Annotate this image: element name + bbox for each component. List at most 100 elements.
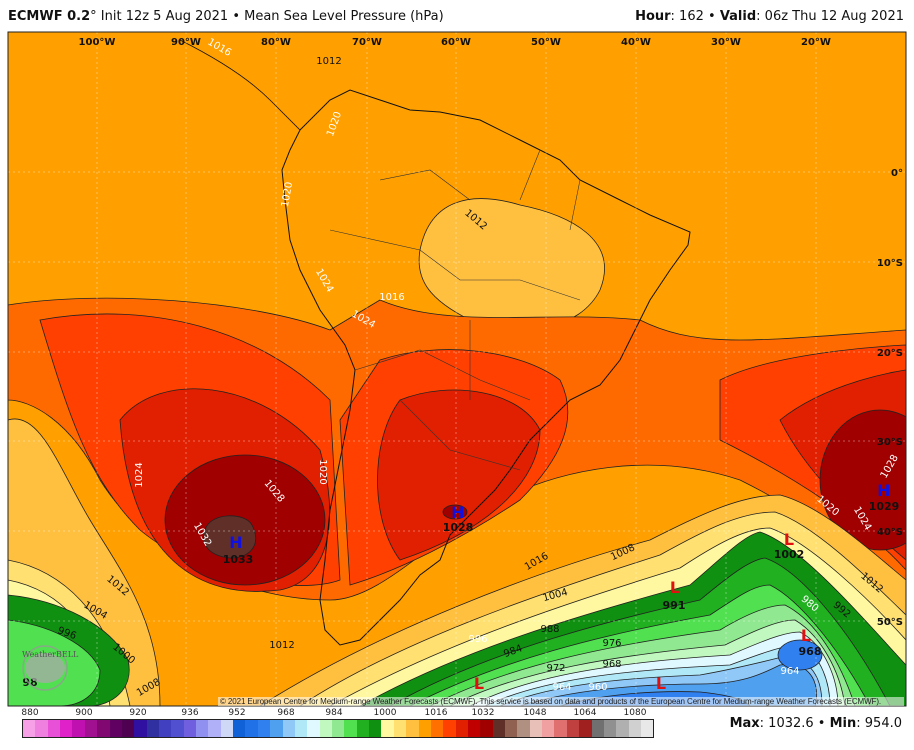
colorbar-cell: [208, 720, 221, 737]
contour-label: 1020: [280, 181, 295, 208]
colorbar-cell: [628, 720, 641, 737]
lon-label: 80°W: [261, 37, 291, 48]
lat-label: 10°S: [877, 258, 903, 269]
colorbar-cell: [146, 720, 159, 737]
colorbar-cell: [393, 720, 407, 737]
lon-label: 30°W: [711, 37, 741, 48]
colorbar-cell: [554, 720, 567, 737]
low-center-marker: L: [801, 626, 811, 645]
colorbar-cell: [245, 720, 258, 737]
colorbar-cell: [566, 720, 580, 737]
lon-label: 20°W: [801, 37, 831, 48]
map-title: ECMWF 0.2° Init 12z 5 Aug 2021 • Mean Se…: [8, 9, 444, 24]
valid-value: : 06z Thu 12 Aug 2021: [756, 9, 904, 24]
lat-label: 40°S: [877, 527, 903, 538]
contour-label: 968: [602, 659, 621, 670]
colorbar-tick-label: 1064: [573, 708, 597, 718]
lon-label: 40°W: [621, 37, 651, 48]
longitude-labels: 100°W 90°W 80°W 70°W 60°W 50°W 40°W 30°W…: [79, 37, 831, 48]
country-borders: [329, 149, 581, 471]
south-964: [519, 664, 818, 706]
colorbar-cell: [23, 720, 36, 737]
min-label: Min: [829, 716, 857, 731]
model-name: ECMWF 0.2: [8, 9, 91, 24]
colorbar-cell: [579, 720, 592, 737]
colorbar: [22, 719, 654, 738]
hour-label: Hour: [635, 9, 671, 24]
contour-label: 996: [468, 634, 487, 645]
colorbar-tick-label: 880: [21, 708, 39, 718]
lat-label: 30°S: [877, 437, 903, 448]
high-center-value: 1028: [443, 521, 474, 534]
colorbar-cell: [294, 720, 308, 737]
colorbar-cell: [270, 720, 283, 737]
colorbar-tick-label: 1080: [623, 708, 647, 718]
valid-label: Valid: [719, 9, 757, 24]
colorbar-cell: [467, 720, 481, 737]
region-1028-east: [819, 409, 906, 551]
contour-label: 972: [546, 663, 565, 674]
colorbar-cell: [84, 720, 98, 737]
colorbar-cell: [443, 720, 456, 737]
colorbar-cell: [542, 720, 555, 737]
colorbar-cell: [603, 720, 617, 737]
continent-outline: [281, 89, 691, 646]
low-center-marker: L: [474, 674, 484, 693]
high-center-value: 1033: [223, 553, 254, 566]
colorbar-cell: [369, 720, 382, 737]
colorbar-cell: [220, 720, 234, 737]
colorbar-tick-label: 1016: [424, 708, 448, 718]
colorbar-cell: [356, 720, 370, 737]
contour-label: 1016: [379, 292, 404, 303]
max-min-stats: Max: 1032.6 • Min: 954.0: [730, 716, 902, 731]
colorbar-cell: [158, 720, 172, 737]
region-1028-land: [442, 504, 468, 520]
colorbar-cell: [134, 720, 147, 737]
low-center-marker: L: [670, 578, 680, 597]
high-center-marker: H: [877, 481, 890, 500]
colorbar-cell: [183, 720, 197, 737]
colorbar-tick-label: 920: [129, 708, 147, 718]
colorbar-cell: [47, 720, 61, 737]
region-1032: [203, 515, 256, 559]
low-center-value: 968: [799, 645, 822, 658]
low-center-marker: L: [784, 530, 794, 549]
colorbar-cell: [406, 720, 419, 737]
low-center-marker: L: [656, 674, 666, 693]
contour-label: 960: [588, 682, 607, 693]
colorbar-cell: [480, 720, 493, 737]
contour-label: 1012: [316, 56, 341, 67]
colorbar-cell: [331, 720, 345, 737]
colorbar-cell: [529, 720, 543, 737]
colorbar-cell: [616, 720, 629, 737]
lon-label: 60°W: [441, 37, 471, 48]
colorbar-cell: [492, 720, 506, 737]
colorbar-tick-label: 984: [325, 708, 343, 718]
contour-label: 964: [552, 682, 571, 693]
graticule: [8, 32, 906, 706]
colorbar-cell: [381, 720, 394, 737]
colorbar-cell: [319, 720, 332, 737]
colorbar-cell: [344, 720, 357, 737]
colorbar-cell: [640, 720, 654, 737]
colorbar-cell: [257, 720, 271, 737]
colorbar-tick-label: 900: [75, 708, 93, 718]
colorbar-tick-label: 952: [228, 708, 246, 718]
low-center-value: 991: [663, 599, 686, 612]
contour-label: 964: [780, 666, 799, 677]
logo-text: WeatherBELL: [22, 650, 79, 659]
lon-label: 90°W: [171, 37, 201, 48]
central-america-outline: [179, 39, 301, 131]
colorbar-cell: [233, 720, 246, 737]
amazon-low-area: [418, 198, 605, 331]
colorbar-cell: [72, 720, 85, 737]
colorbar-cell: [418, 720, 431, 737]
colorbar-cell: [282, 720, 295, 737]
copyright-notice: © 2021 European Centre for Medium-range …: [218, 697, 904, 706]
colorbar-cell: [109, 720, 122, 737]
max-label: Max: [729, 716, 760, 731]
colorbar-cell: [97, 720, 110, 737]
lat-label: 0°: [891, 168, 903, 179]
colorbar-cell: [60, 720, 73, 737]
contour-label: 1024: [134, 462, 145, 487]
